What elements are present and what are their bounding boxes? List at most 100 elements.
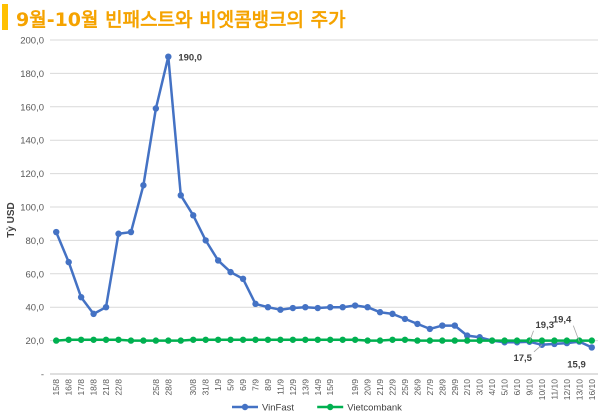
data-point (327, 304, 334, 311)
data-point (451, 337, 458, 344)
x-tick-label: 22/9 (388, 379, 398, 396)
data-point (177, 192, 184, 199)
x-tick-label: 15/9 (325, 379, 335, 396)
x-tick-label: 16/8 (64, 379, 74, 396)
data-point (513, 337, 521, 344)
y-tick-label: 40,0 (26, 303, 45, 314)
data-point (264, 304, 272, 311)
x-tick-label: 13/10 (574, 379, 584, 401)
data-point (339, 336, 346, 343)
data-point (439, 322, 446, 329)
x-axis: 15/8 16/8 17/8 18/8 21/8 22/8 25/8 28/8 30/8 31/8… (50, 373, 598, 401)
y-tick-label: 160,0 (20, 102, 44, 113)
data-point (464, 337, 471, 344)
data-point (264, 336, 272, 343)
data-point (588, 337, 595, 344)
y-tick-label: 60,0 (26, 269, 45, 280)
series-line-0 (55, 55, 593, 349)
data-point (376, 337, 384, 344)
y-axis-label: Tỷ USD (6, 202, 17, 238)
data-point (588, 344, 595, 351)
x-tick-label: 15/8 (51, 379, 61, 396)
x-tick-label: 3/10 (475, 379, 485, 396)
data-point (551, 337, 558, 344)
data-label: 15,9 (567, 359, 586, 370)
data-point (140, 337, 147, 344)
y-tick-label: 200,0 (20, 36, 44, 47)
x-tick-label: 2/10 (462, 379, 472, 396)
x-tick-label: 11/10 (549, 379, 559, 400)
annotation-leader (529, 330, 534, 342)
data-point (451, 322, 458, 329)
data-point (289, 336, 297, 343)
data-point (102, 304, 110, 311)
x-tick-label: 30/8 (188, 379, 198, 396)
data-point (227, 268, 234, 276)
data-point (563, 337, 571, 344)
data-point (501, 337, 508, 344)
data-point (289, 304, 297, 312)
x-tick-label: 20/9 (363, 379, 373, 396)
data-point (277, 306, 284, 313)
x-tick-label: 21/9 (375, 379, 385, 396)
data-point (65, 336, 72, 343)
data-point (538, 337, 546, 344)
title-accent-bar (2, 4, 8, 30)
data-point (53, 337, 60, 344)
data-point (339, 304, 346, 311)
legend-label: Vietcombank (347, 403, 402, 414)
data-label: 19,4 (553, 315, 572, 326)
data-point (239, 336, 247, 343)
x-tick-label: 22/8 (114, 379, 124, 396)
data-point (426, 337, 434, 344)
annotation-leader (533, 344, 543, 353)
y-axis: - 20,0 40,0 60,0 80,0 100,0 120,0 140,0 160,0 180… (20, 36, 44, 381)
data-label: 19,3 (536, 320, 555, 331)
x-tick-label: 5/9 (226, 379, 236, 391)
data-point (488, 337, 496, 344)
data-point (102, 336, 110, 343)
data-point (214, 336, 222, 343)
legend: VinFast Vietcombank (232, 403, 402, 414)
x-tick-label: 11/9 (275, 379, 285, 395)
data-point (115, 336, 122, 343)
x-tick-label: 25/9 (400, 379, 410, 396)
data-point (227, 336, 234, 343)
data-point (252, 336, 259, 343)
data-point (414, 337, 421, 344)
data-point (376, 309, 384, 316)
data-label: 190,0 (178, 53, 202, 64)
y-tick-label: 100,0 (20, 203, 44, 214)
x-tick-label: 8/9 (263, 379, 273, 391)
data-point (314, 304, 321, 312)
x-tick-label: 17/8 (76, 379, 86, 396)
y-tick-label: 20,0 (26, 336, 45, 347)
data-point (277, 336, 284, 343)
x-tick-label: 27/9 (425, 379, 435, 396)
data-label: 17,5 (513, 353, 532, 364)
data-point (140, 182, 147, 189)
x-tick-label: 29/9 (450, 379, 460, 396)
data-point (53, 228, 60, 236)
x-tick-label: 6/9 (238, 379, 248, 391)
data-point (190, 336, 197, 343)
x-tick-label: 13/9 (300, 379, 310, 396)
data-point (177, 337, 184, 344)
x-tick-label: 12/9 (288, 379, 298, 396)
x-tick-label: 26/9 (412, 379, 422, 396)
y-tick-label: 140,0 (20, 136, 44, 147)
data-point (364, 337, 371, 344)
data-point (202, 237, 209, 244)
series-line-1 (56, 338, 592, 342)
x-tick-label: 6/10 (512, 379, 522, 396)
y-tick-label: - (41, 370, 44, 381)
data-point (327, 336, 334, 343)
x-tick-label: 16/10 (587, 379, 597, 401)
data-point (464, 332, 471, 339)
data-point (439, 337, 446, 344)
legend-label: VinFast (262, 403, 294, 414)
data-point (252, 300, 259, 308)
data-point (401, 336, 409, 343)
data-point (127, 337, 135, 344)
